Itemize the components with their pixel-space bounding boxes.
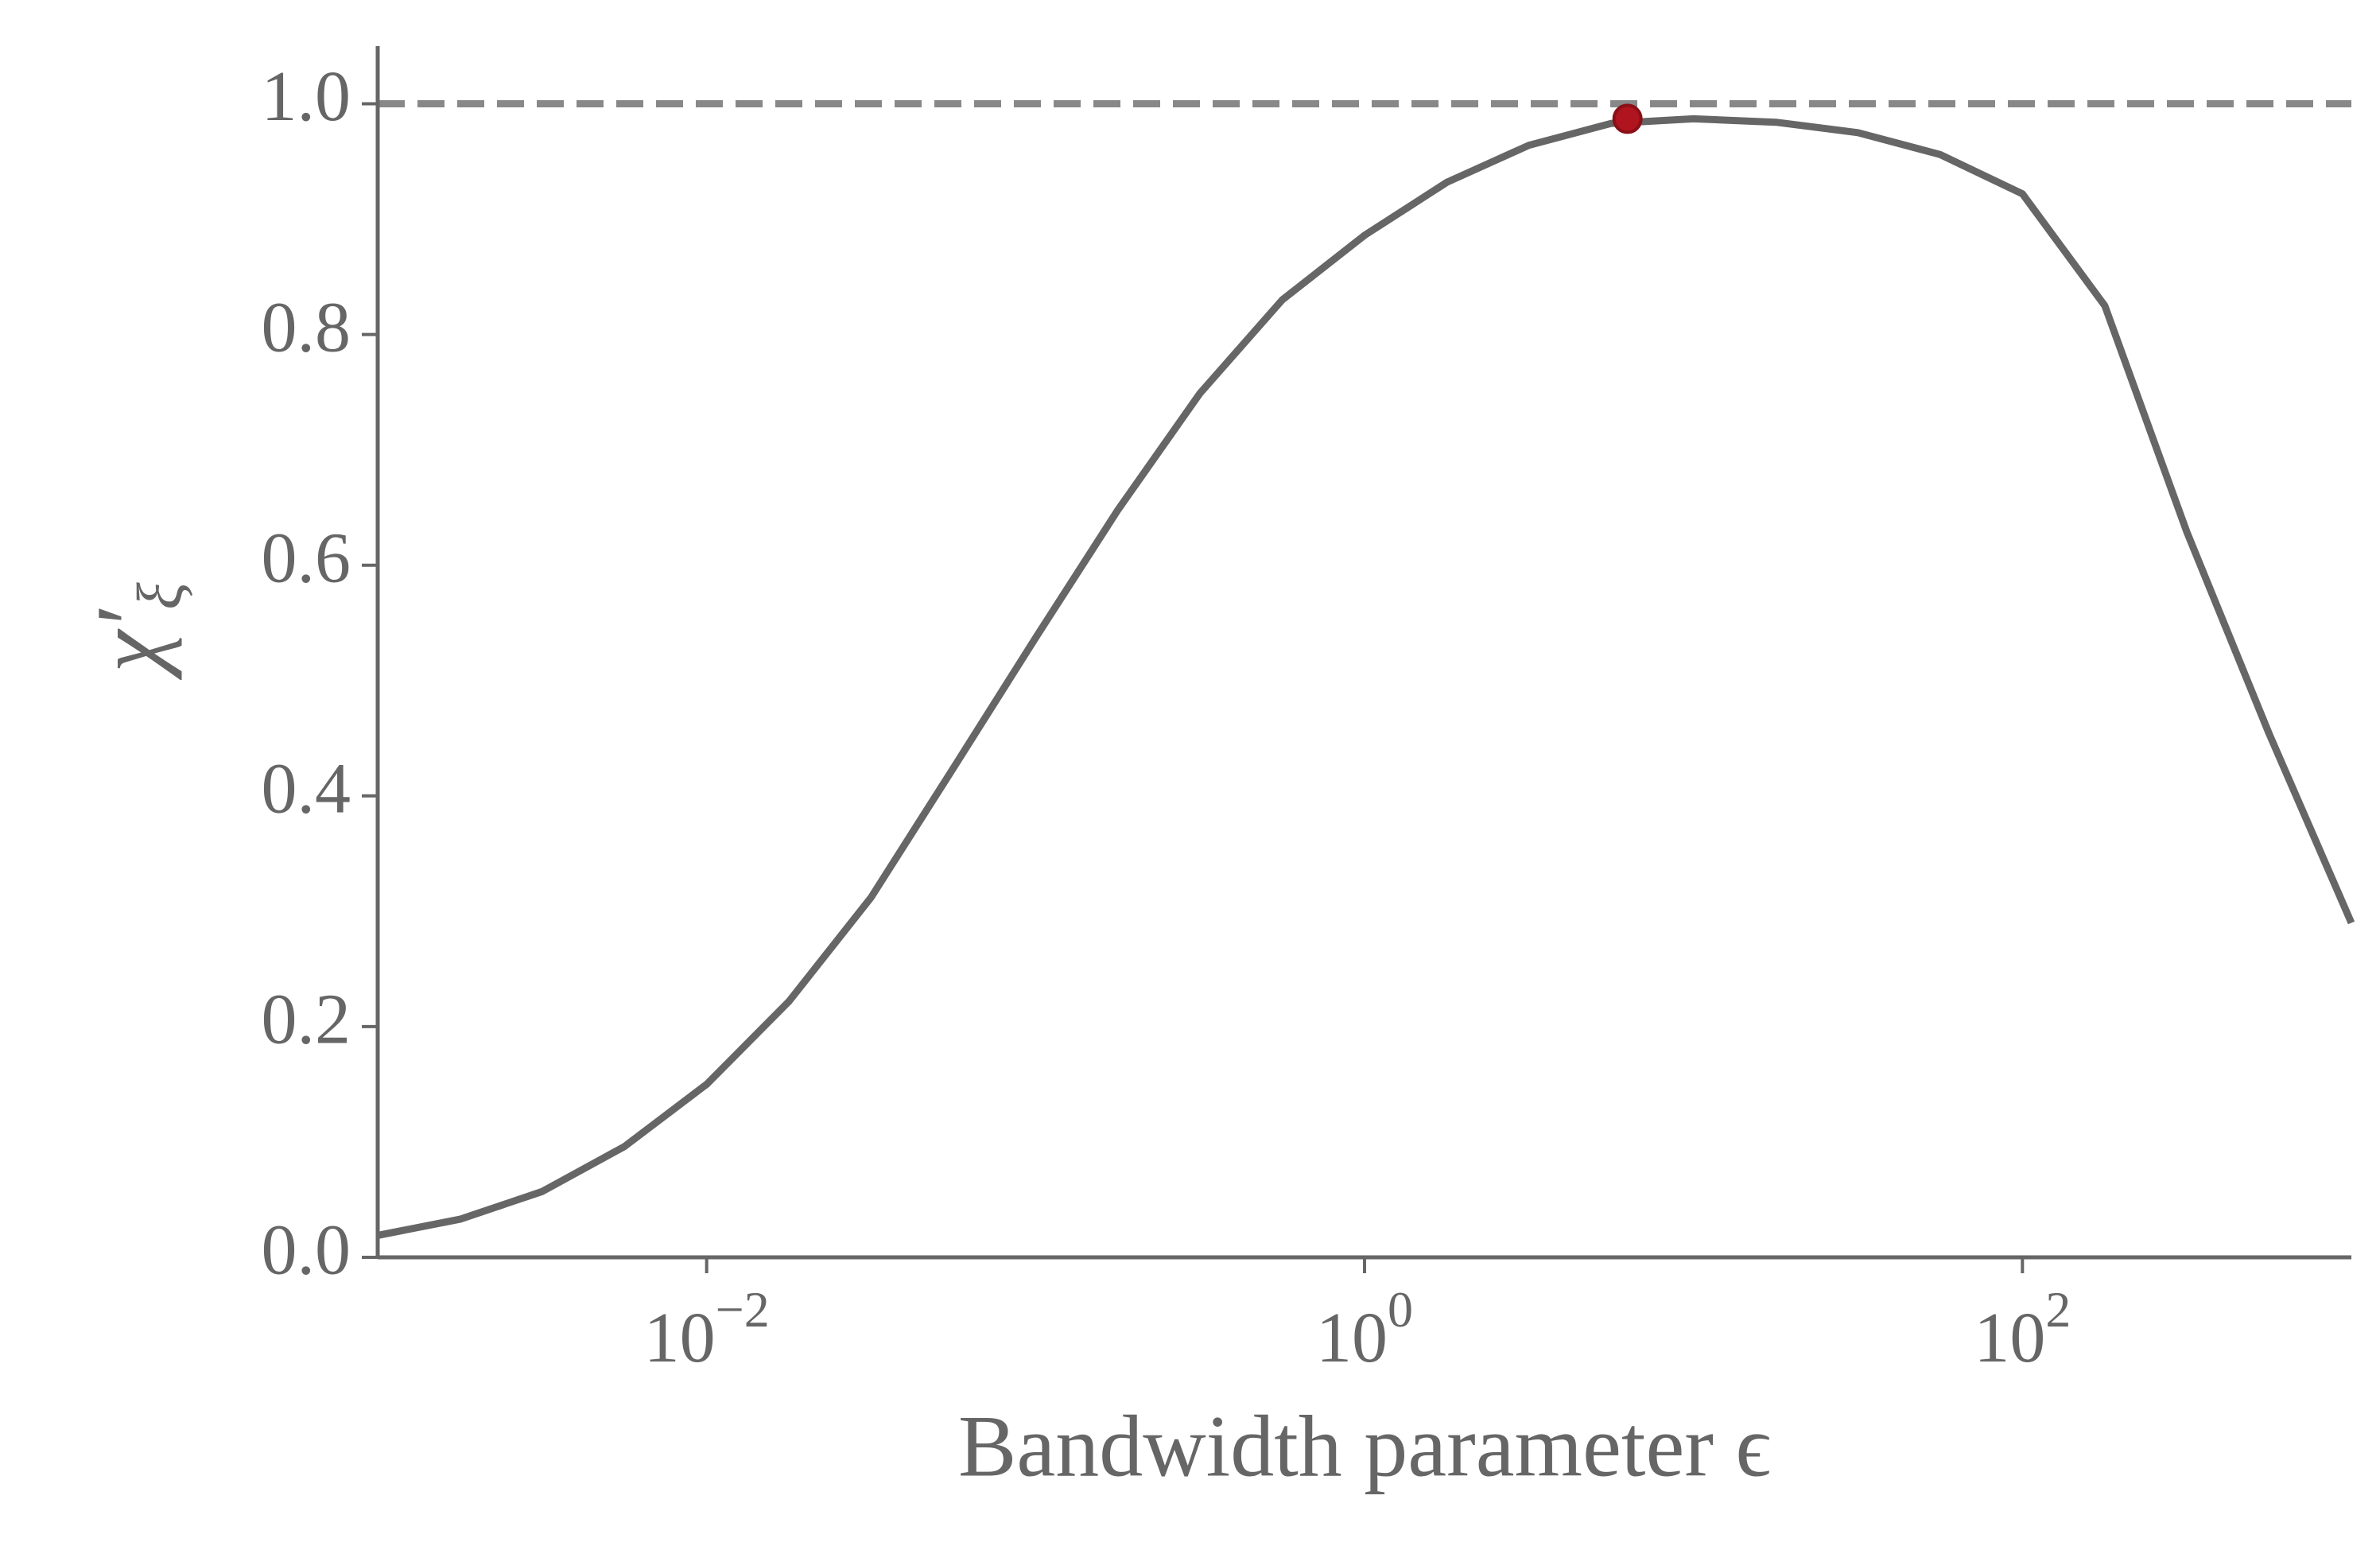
x-axis-label: Bandwidth parameter ϵ	[958, 1397, 1771, 1494]
y-tick-label: 1.0	[262, 57, 351, 136]
y-axis-label-main: χ′	[76, 608, 182, 681]
x-tick-exponent: 0	[1388, 1281, 1413, 1338]
x-tick-label: 102	[1974, 1281, 2071, 1377]
x-tick-base: 10	[1974, 1299, 2045, 1377]
highlight-point	[1612, 103, 1643, 134]
y-axis-label-sub: ξ	[126, 582, 196, 610]
y-axis-label-group: χ′ξ	[76, 582, 196, 681]
x-tick-base: 10	[644, 1299, 716, 1377]
y-tick-label: 0.4	[262, 749, 351, 828]
x-tick-base: 10	[1316, 1299, 1388, 1377]
y-tick-label: 0.0	[262, 1211, 351, 1290]
y-tick-label: 0.8	[262, 288, 351, 367]
y-tick-label: 0.2	[262, 981, 351, 1059]
x-tick-exponent: 2	[2045, 1281, 2071, 1338]
x-tick-label: 10−2	[644, 1281, 770, 1377]
x-tick-label: 100	[1316, 1281, 1413, 1377]
y-tick-label: 0.6	[262, 519, 351, 597]
y-axis-label: χ′ξ	[76, 582, 196, 681]
x-tick-exponent: −2	[716, 1281, 770, 1338]
data-line	[377, 115, 2355, 1239]
